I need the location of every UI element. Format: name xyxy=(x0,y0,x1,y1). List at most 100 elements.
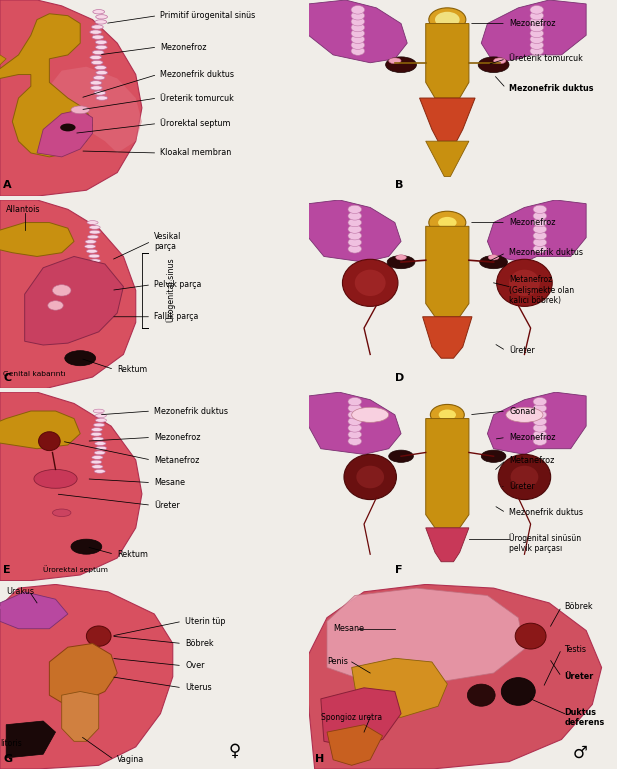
Text: Ürorektal septum: Ürorektal septum xyxy=(43,565,108,573)
Ellipse shape xyxy=(95,441,106,445)
Polygon shape xyxy=(37,110,93,157)
Text: Mezonefrik duktus: Mezonefrik duktus xyxy=(509,508,583,518)
Circle shape xyxy=(351,5,365,14)
Polygon shape xyxy=(487,200,586,262)
Circle shape xyxy=(94,650,99,653)
Polygon shape xyxy=(426,418,469,528)
Text: Penis: Penis xyxy=(327,657,348,667)
Ellipse shape xyxy=(87,221,98,225)
Circle shape xyxy=(533,225,547,233)
Circle shape xyxy=(351,47,365,55)
Circle shape xyxy=(530,47,544,55)
Text: ♂: ♂ xyxy=(573,744,587,761)
Ellipse shape xyxy=(52,509,71,517)
Text: Mezonefroz: Mezonefroz xyxy=(160,42,207,52)
Ellipse shape xyxy=(515,623,546,649)
Circle shape xyxy=(99,654,104,657)
Circle shape xyxy=(84,655,89,658)
Circle shape xyxy=(97,653,102,656)
Ellipse shape xyxy=(95,40,107,45)
Polygon shape xyxy=(420,98,475,141)
Polygon shape xyxy=(426,226,469,317)
Circle shape xyxy=(351,29,365,38)
Ellipse shape xyxy=(86,626,111,646)
Polygon shape xyxy=(308,392,401,454)
Circle shape xyxy=(530,17,544,26)
Circle shape xyxy=(438,217,457,228)
Polygon shape xyxy=(0,584,173,769)
Circle shape xyxy=(348,231,362,240)
Ellipse shape xyxy=(92,464,103,468)
Polygon shape xyxy=(321,687,401,747)
Ellipse shape xyxy=(86,249,97,253)
Circle shape xyxy=(351,23,365,32)
Circle shape xyxy=(348,225,362,233)
Text: litoris: litoris xyxy=(0,739,22,747)
Text: Testis: Testis xyxy=(565,644,587,654)
Text: Böbrek: Böbrek xyxy=(185,639,213,648)
Text: Rektum: Rektum xyxy=(117,550,148,559)
Ellipse shape xyxy=(38,431,60,451)
Ellipse shape xyxy=(95,414,106,418)
Polygon shape xyxy=(327,724,383,765)
Text: Mezonefroz: Mezonefroz xyxy=(509,19,555,28)
Polygon shape xyxy=(49,67,142,153)
Circle shape xyxy=(533,205,547,214)
Circle shape xyxy=(351,41,365,49)
Ellipse shape xyxy=(389,450,413,462)
Ellipse shape xyxy=(501,677,535,705)
Circle shape xyxy=(348,424,362,432)
Ellipse shape xyxy=(497,259,552,306)
Text: A: A xyxy=(3,180,12,190)
Circle shape xyxy=(88,656,93,659)
Circle shape xyxy=(80,653,85,656)
Circle shape xyxy=(348,431,362,439)
Ellipse shape xyxy=(71,539,102,554)
Ellipse shape xyxy=(89,259,101,263)
Ellipse shape xyxy=(93,437,104,441)
Ellipse shape xyxy=(387,255,415,268)
Polygon shape xyxy=(481,0,586,63)
Text: Uterin tüp: Uterin tüp xyxy=(185,617,226,626)
Ellipse shape xyxy=(94,451,106,454)
Circle shape xyxy=(348,437,362,445)
Circle shape xyxy=(97,652,102,654)
Ellipse shape xyxy=(85,240,96,244)
Circle shape xyxy=(533,404,547,412)
Ellipse shape xyxy=(395,255,407,260)
Polygon shape xyxy=(0,14,93,157)
Ellipse shape xyxy=(352,408,389,422)
Ellipse shape xyxy=(88,264,99,268)
Ellipse shape xyxy=(94,469,106,473)
Text: Üreterik tomurcuk: Üreterik tomurcuk xyxy=(509,55,583,63)
Polygon shape xyxy=(487,392,586,454)
Polygon shape xyxy=(423,317,472,358)
Ellipse shape xyxy=(91,428,102,431)
Circle shape xyxy=(81,653,86,655)
Circle shape xyxy=(348,238,362,247)
Text: C: C xyxy=(3,373,11,383)
Circle shape xyxy=(530,23,544,32)
Circle shape xyxy=(533,231,547,240)
Text: Mezonefrik duktus: Mezonefrik duktus xyxy=(509,84,594,93)
Text: Mezonefrik duktus: Mezonefrik duktus xyxy=(154,407,228,415)
Ellipse shape xyxy=(93,409,104,413)
Polygon shape xyxy=(0,592,68,629)
Text: Vagina: Vagina xyxy=(117,755,144,764)
Text: Rektum: Rektum xyxy=(117,365,147,374)
Ellipse shape xyxy=(94,65,106,70)
Text: Fallik parça: Fallik parça xyxy=(154,312,199,321)
Circle shape xyxy=(530,12,544,20)
Text: Üreterik tomurcuk: Üreterik tomurcuk xyxy=(160,94,234,102)
Ellipse shape xyxy=(480,255,508,268)
Circle shape xyxy=(533,424,547,432)
Ellipse shape xyxy=(93,75,105,80)
Circle shape xyxy=(97,651,102,654)
Polygon shape xyxy=(327,588,524,684)
Ellipse shape xyxy=(86,268,97,272)
Text: Mezonefroz: Mezonefroz xyxy=(509,433,555,442)
Ellipse shape xyxy=(357,466,384,488)
Polygon shape xyxy=(308,584,602,769)
Text: Ürogenital sinüsün
pelvik parçası: Ürogenital sinüsün pelvik parçası xyxy=(509,533,581,553)
Circle shape xyxy=(348,404,362,412)
